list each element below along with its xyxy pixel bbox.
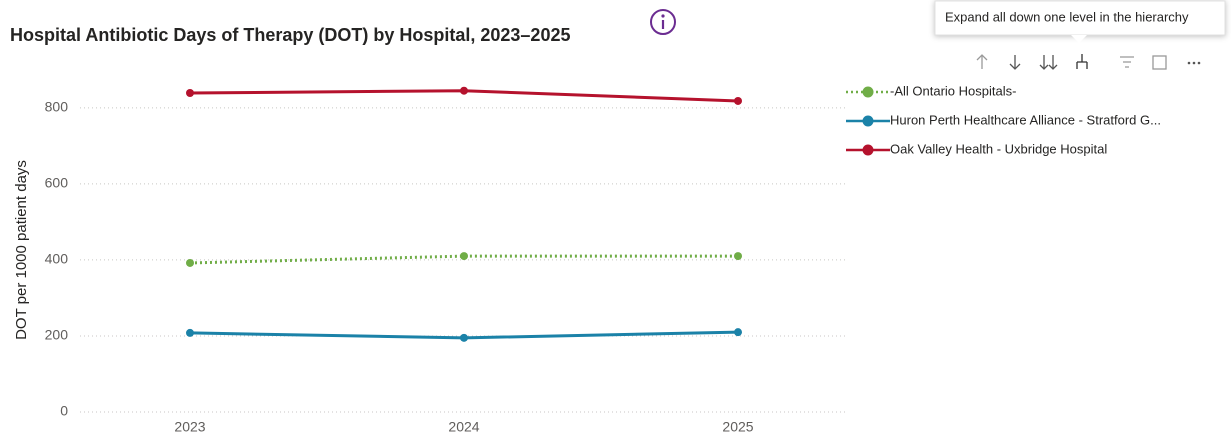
data-point bbox=[460, 86, 468, 95]
y-tick-label: 600 bbox=[45, 175, 69, 191]
x-tick-label: 2023 bbox=[174, 419, 205, 435]
data-point bbox=[186, 328, 194, 337]
data-point bbox=[186, 258, 194, 267]
data-point bbox=[460, 252, 468, 261]
data-point bbox=[734, 96, 742, 105]
chart-title: Hospital Antibiotic Days of Therapy (DOT… bbox=[10, 25, 570, 45]
more-options[interactable] bbox=[1187, 61, 1201, 65]
drill-down[interactable] bbox=[1009, 55, 1021, 70]
y-tick-label: 400 bbox=[45, 251, 69, 267]
legend-marker bbox=[862, 86, 874, 98]
data-point bbox=[734, 252, 742, 261]
focus-mode[interactable] bbox=[1152, 55, 1167, 70]
tooltip-text: Expand all down one level in the hierarc… bbox=[945, 9, 1189, 24]
legend-label: Huron Perth Healthcare Alliance - Stratf… bbox=[890, 112, 1161, 127]
info-icon[interactable] bbox=[650, 9, 676, 35]
data-point bbox=[460, 333, 468, 342]
legend-marker bbox=[862, 144, 874, 156]
y-tick-label: 800 bbox=[45, 99, 69, 115]
toolbar bbox=[976, 54, 1201, 70]
expand-hierarchy[interactable] bbox=[1076, 54, 1088, 69]
y-tick-label: 0 bbox=[60, 403, 68, 419]
tooltip: Expand all down one level in the hierarc… bbox=[934, 0, 1226, 43]
data-point bbox=[734, 328, 742, 337]
y-tick-label: 200 bbox=[45, 327, 69, 343]
next-level[interactable] bbox=[1039, 55, 1058, 70]
series-line bbox=[189, 254, 738, 265]
legend-label: -All Ontario Hospitals- bbox=[890, 83, 1016, 98]
legend-label: Oak Valley Health - Uxbridge Hospital bbox=[890, 141, 1107, 156]
y-axis-label: DOT per 1000 patient days bbox=[13, 160, 30, 340]
drill-up[interactable] bbox=[976, 54, 988, 69]
data-point bbox=[186, 88, 194, 97]
x-tick-label: 2024 bbox=[448, 419, 479, 435]
filter[interactable] bbox=[1120, 56, 1134, 68]
x-tick-label: 2025 bbox=[722, 419, 753, 435]
legend-marker bbox=[862, 115, 874, 127]
